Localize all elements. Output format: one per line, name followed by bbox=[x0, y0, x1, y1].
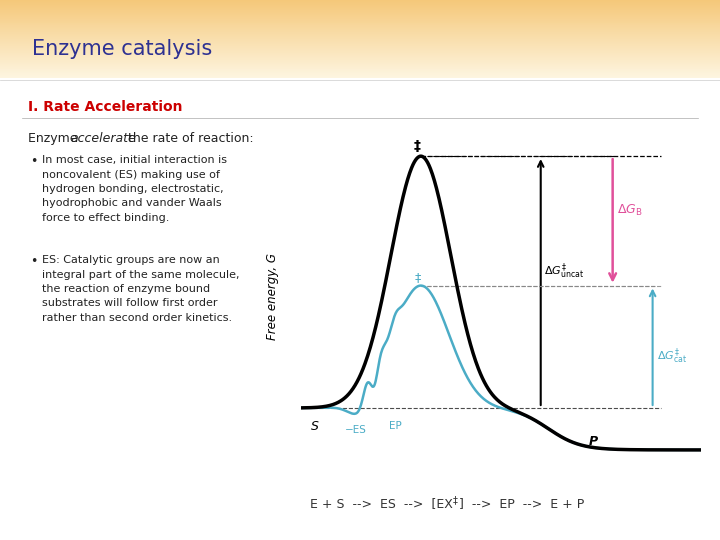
Bar bbox=[0, 2, 720, 3]
Bar bbox=[0, 24, 720, 25]
Bar bbox=[0, 28, 720, 29]
Bar bbox=[0, 38, 720, 39]
Text: ‡: ‡ bbox=[415, 271, 421, 284]
Text: the rate of reaction:: the rate of reaction: bbox=[124, 132, 253, 145]
Text: Enzyme catalysis: Enzyme catalysis bbox=[32, 38, 212, 58]
Bar bbox=[0, 4, 720, 5]
Bar bbox=[0, 60, 720, 62]
Bar bbox=[0, 51, 720, 52]
Text: $\Delta G^{\ddagger}_{\rm uncat}$: $\Delta G^{\ddagger}_{\rm uncat}$ bbox=[544, 261, 584, 282]
Bar bbox=[0, 10, 720, 11]
Bar bbox=[0, 30, 720, 31]
Bar bbox=[0, 44, 720, 45]
Bar bbox=[0, 37, 720, 38]
Bar bbox=[0, 31, 720, 32]
Bar bbox=[0, 0, 720, 1]
Bar bbox=[0, 64, 720, 65]
Bar bbox=[0, 9, 720, 10]
Text: ‡: ‡ bbox=[453, 495, 458, 505]
Bar bbox=[0, 75, 720, 76]
Bar bbox=[0, 26, 720, 28]
Bar bbox=[0, 53, 720, 54]
Text: accelerate: accelerate bbox=[70, 132, 136, 145]
Bar bbox=[0, 3, 720, 4]
Bar bbox=[0, 13, 720, 14]
Bar bbox=[0, 76, 720, 77]
Bar bbox=[0, 59, 720, 60]
Bar bbox=[0, 34, 720, 35]
Bar bbox=[0, 54, 720, 55]
Text: E + S  -->  ES  -->  [EX: E + S --> ES --> [EX bbox=[310, 497, 453, 510]
Bar bbox=[0, 22, 720, 23]
Text: I. Rate Acceleration: I. Rate Acceleration bbox=[28, 100, 182, 114]
Bar bbox=[0, 11, 720, 12]
Text: In most case, initial interaction is
noncovalent (ES) making use of
hydrogen bon: In most case, initial interaction is non… bbox=[42, 156, 227, 223]
Bar bbox=[0, 43, 720, 44]
Bar bbox=[0, 12, 720, 13]
Text: EP: EP bbox=[389, 421, 402, 431]
Text: $\Delta G^{\ddagger}_{\rm cat}$: $\Delta G^{\ddagger}_{\rm cat}$ bbox=[657, 347, 687, 367]
Bar bbox=[0, 70, 720, 71]
Bar bbox=[0, 57, 720, 58]
Bar bbox=[0, 71, 720, 72]
Text: Enzyme: Enzyme bbox=[28, 132, 81, 145]
Bar bbox=[0, 42, 720, 43]
Bar bbox=[0, 36, 720, 37]
Text: •: • bbox=[30, 156, 37, 168]
Bar bbox=[0, 63, 720, 64]
Text: ‡: ‡ bbox=[414, 139, 420, 153]
Bar bbox=[0, 68, 720, 69]
Bar bbox=[0, 21, 720, 22]
Bar bbox=[0, 17, 720, 18]
Text: $\Delta G_{\rm B}$: $\Delta G_{\rm B}$ bbox=[618, 203, 643, 218]
Bar bbox=[0, 32, 720, 33]
Bar bbox=[0, 48, 720, 49]
Bar bbox=[0, 66, 720, 68]
Text: •: • bbox=[30, 255, 37, 268]
Text: ES: Catalytic groups are now an
integral part of the same molecule,
the reaction: ES: Catalytic groups are now an integral… bbox=[42, 255, 240, 323]
Bar bbox=[0, 49, 720, 50]
Bar bbox=[0, 47, 720, 48]
Bar bbox=[0, 41, 720, 42]
Bar bbox=[0, 77, 720, 78]
Bar bbox=[0, 16, 720, 17]
Text: ]  -->  EP  -->  E + P: ] --> EP --> E + P bbox=[459, 497, 584, 510]
Bar bbox=[0, 62, 720, 63]
Bar bbox=[0, 19, 720, 21]
Bar bbox=[0, 29, 720, 30]
Bar bbox=[0, 35, 720, 36]
Bar bbox=[0, 65, 720, 66]
Bar bbox=[0, 39, 720, 40]
Text: P: P bbox=[589, 435, 598, 448]
Bar bbox=[0, 58, 720, 59]
Bar bbox=[0, 73, 720, 75]
Bar bbox=[0, 25, 720, 26]
Bar bbox=[0, 33, 720, 34]
Bar bbox=[0, 45, 720, 46]
Bar bbox=[0, 8, 720, 9]
Bar bbox=[0, 7, 720, 8]
Bar bbox=[0, 15, 720, 16]
Text: S: S bbox=[311, 420, 319, 433]
Bar bbox=[0, 18, 720, 19]
Bar bbox=[0, 6, 720, 7]
Bar bbox=[0, 1, 720, 2]
Bar bbox=[0, 56, 720, 57]
Bar bbox=[0, 5, 720, 6]
Bar bbox=[0, 69, 720, 70]
Bar bbox=[0, 14, 720, 15]
Bar bbox=[0, 23, 720, 24]
Bar bbox=[0, 50, 720, 51]
Text: −ES: −ES bbox=[345, 426, 366, 435]
Text: Free energy, G: Free energy, G bbox=[266, 253, 279, 340]
Bar bbox=[0, 40, 720, 41]
Bar bbox=[0, 55, 720, 56]
Bar bbox=[0, 72, 720, 73]
Bar bbox=[0, 52, 720, 53]
Bar bbox=[0, 46, 720, 47]
